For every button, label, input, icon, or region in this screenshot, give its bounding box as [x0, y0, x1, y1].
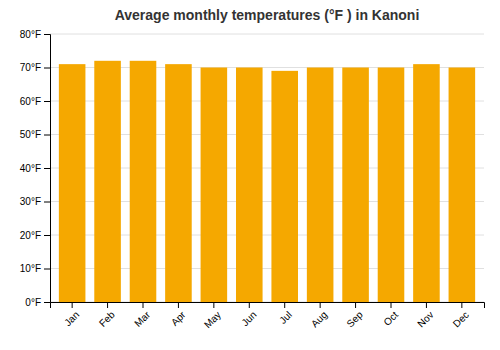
x-tick: Feb	[97, 302, 117, 329]
y-tick-mark	[44, 101, 50, 102]
x-tick: Dec	[451, 302, 471, 329]
y-tick-label: 70°F	[20, 62, 41, 73]
bar	[130, 61, 157, 302]
y-tick-mark	[44, 34, 50, 35]
x-tick-mark	[143, 302, 144, 308]
y-tick-label: 30°F	[20, 196, 41, 207]
x-tick-mark	[355, 302, 356, 308]
y-tick-mark	[44, 235, 50, 236]
x-tick: Jun	[239, 302, 258, 328]
x-tick-label: Feb	[97, 309, 117, 329]
bar	[236, 68, 263, 303]
bar	[378, 68, 405, 303]
y-tick: 0°F	[25, 297, 50, 308]
x-tick: Oct	[381, 302, 400, 328]
bar	[59, 64, 86, 302]
x-tick: Aug	[309, 302, 329, 329]
y-tick: 50°F	[20, 129, 50, 140]
bar	[271, 71, 298, 302]
x-tick-label: Apr	[169, 309, 188, 328]
y-tick-label: 40°F	[20, 163, 41, 174]
y-tick: 30°F	[20, 196, 50, 207]
x-tick-mark	[249, 302, 250, 308]
x-tick: Jan	[62, 302, 81, 328]
x-tick: Mar	[132, 302, 152, 329]
x-tick: Sep	[344, 302, 365, 329]
y-tick-label: 50°F	[20, 129, 41, 140]
y-axis: 0°F 10°F 20°F 30°F 40°F 50°F 60°F 70°F 80°F	[20, 29, 51, 308]
x-tick-label: Oct	[381, 309, 400, 328]
y-tick-label: 20°F	[20, 230, 41, 241]
bar	[449, 68, 476, 303]
x-tick: Apr	[169, 302, 188, 328]
y-tick: 40°F	[20, 163, 50, 174]
x-tick-mark	[72, 302, 73, 308]
x-tick-label: Aug	[309, 309, 329, 329]
y-tick-label: 0°F	[25, 297, 41, 308]
y-axis-line	[44, 35, 51, 303]
x-tick-label: Nov	[415, 309, 435, 329]
x-tick-mark	[461, 302, 462, 308]
y-tick-mark	[44, 168, 50, 169]
x-tick: May	[202, 302, 223, 330]
y-tick-mark	[44, 269, 50, 270]
y-tick: 60°F	[20, 96, 50, 107]
x-axis: Jan Feb Mar Apr May Jun Jul Aug Sep Oct Nov Dec	[51, 302, 485, 330]
bar	[94, 61, 121, 302]
y-tick-label: 60°F	[20, 96, 41, 107]
y-tick: 20°F	[20, 230, 50, 241]
x-tick-label: Jan	[62, 309, 81, 328]
bars	[59, 61, 475, 302]
bar	[413, 64, 440, 302]
plot-group: 0°F 10°F 20°F 30°F 40°F 50°F 60°F 70°F 80°F Jan Fe…	[20, 29, 485, 331]
x-tick-label: May	[202, 309, 223, 330]
y-tick: 10°F	[20, 263, 50, 274]
chart-svg: 0°F 10°F 20°F 30°F 40°F 50°F 60°F 70°F 80°F Jan Fe…	[0, 0, 500, 350]
x-tick-label: Jun	[239, 309, 258, 328]
x-tick-mark	[284, 302, 285, 308]
bar	[342, 68, 369, 303]
chart-container: 0°F 10°F 20°F 30°F 40°F 50°F 60°F 70°F 80°F Jan Fe…	[0, 0, 500, 350]
x-tick-label: Mar	[132, 309, 152, 329]
bar	[165, 64, 192, 302]
x-tick-label: Jul	[277, 309, 294, 326]
grid	[50, 34, 484, 302]
y-tick: 70°F	[20, 62, 50, 73]
x-tick-mark	[426, 302, 427, 308]
x-tick: Jul	[277, 302, 294, 326]
y-tick: 80°F	[20, 29, 50, 40]
y-tick-mark	[44, 202, 50, 203]
x-tick-mark	[107, 302, 108, 308]
y-tick-label: 10°F	[20, 263, 41, 274]
x-tick-mark	[320, 302, 321, 308]
x-axis-line	[51, 303, 485, 309]
y-tick-mark	[44, 68, 50, 69]
x-tick-mark	[213, 302, 214, 308]
x-tick-mark	[391, 302, 392, 308]
x-tick: Nov	[415, 302, 435, 329]
title: Average monthly temperatures (°F ) in Ka…	[115, 7, 420, 23]
bar	[307, 68, 334, 303]
y-tick-mark	[44, 135, 50, 136]
bar	[201, 68, 228, 303]
x-tick-mark	[178, 302, 179, 308]
y-tick-label: 80°F	[20, 29, 41, 40]
y-tick-mark	[44, 302, 50, 303]
x-tick-label: Sep	[344, 309, 365, 330]
grid-line	[50, 34, 484, 35]
x-tick-label: Dec	[451, 309, 471, 329]
